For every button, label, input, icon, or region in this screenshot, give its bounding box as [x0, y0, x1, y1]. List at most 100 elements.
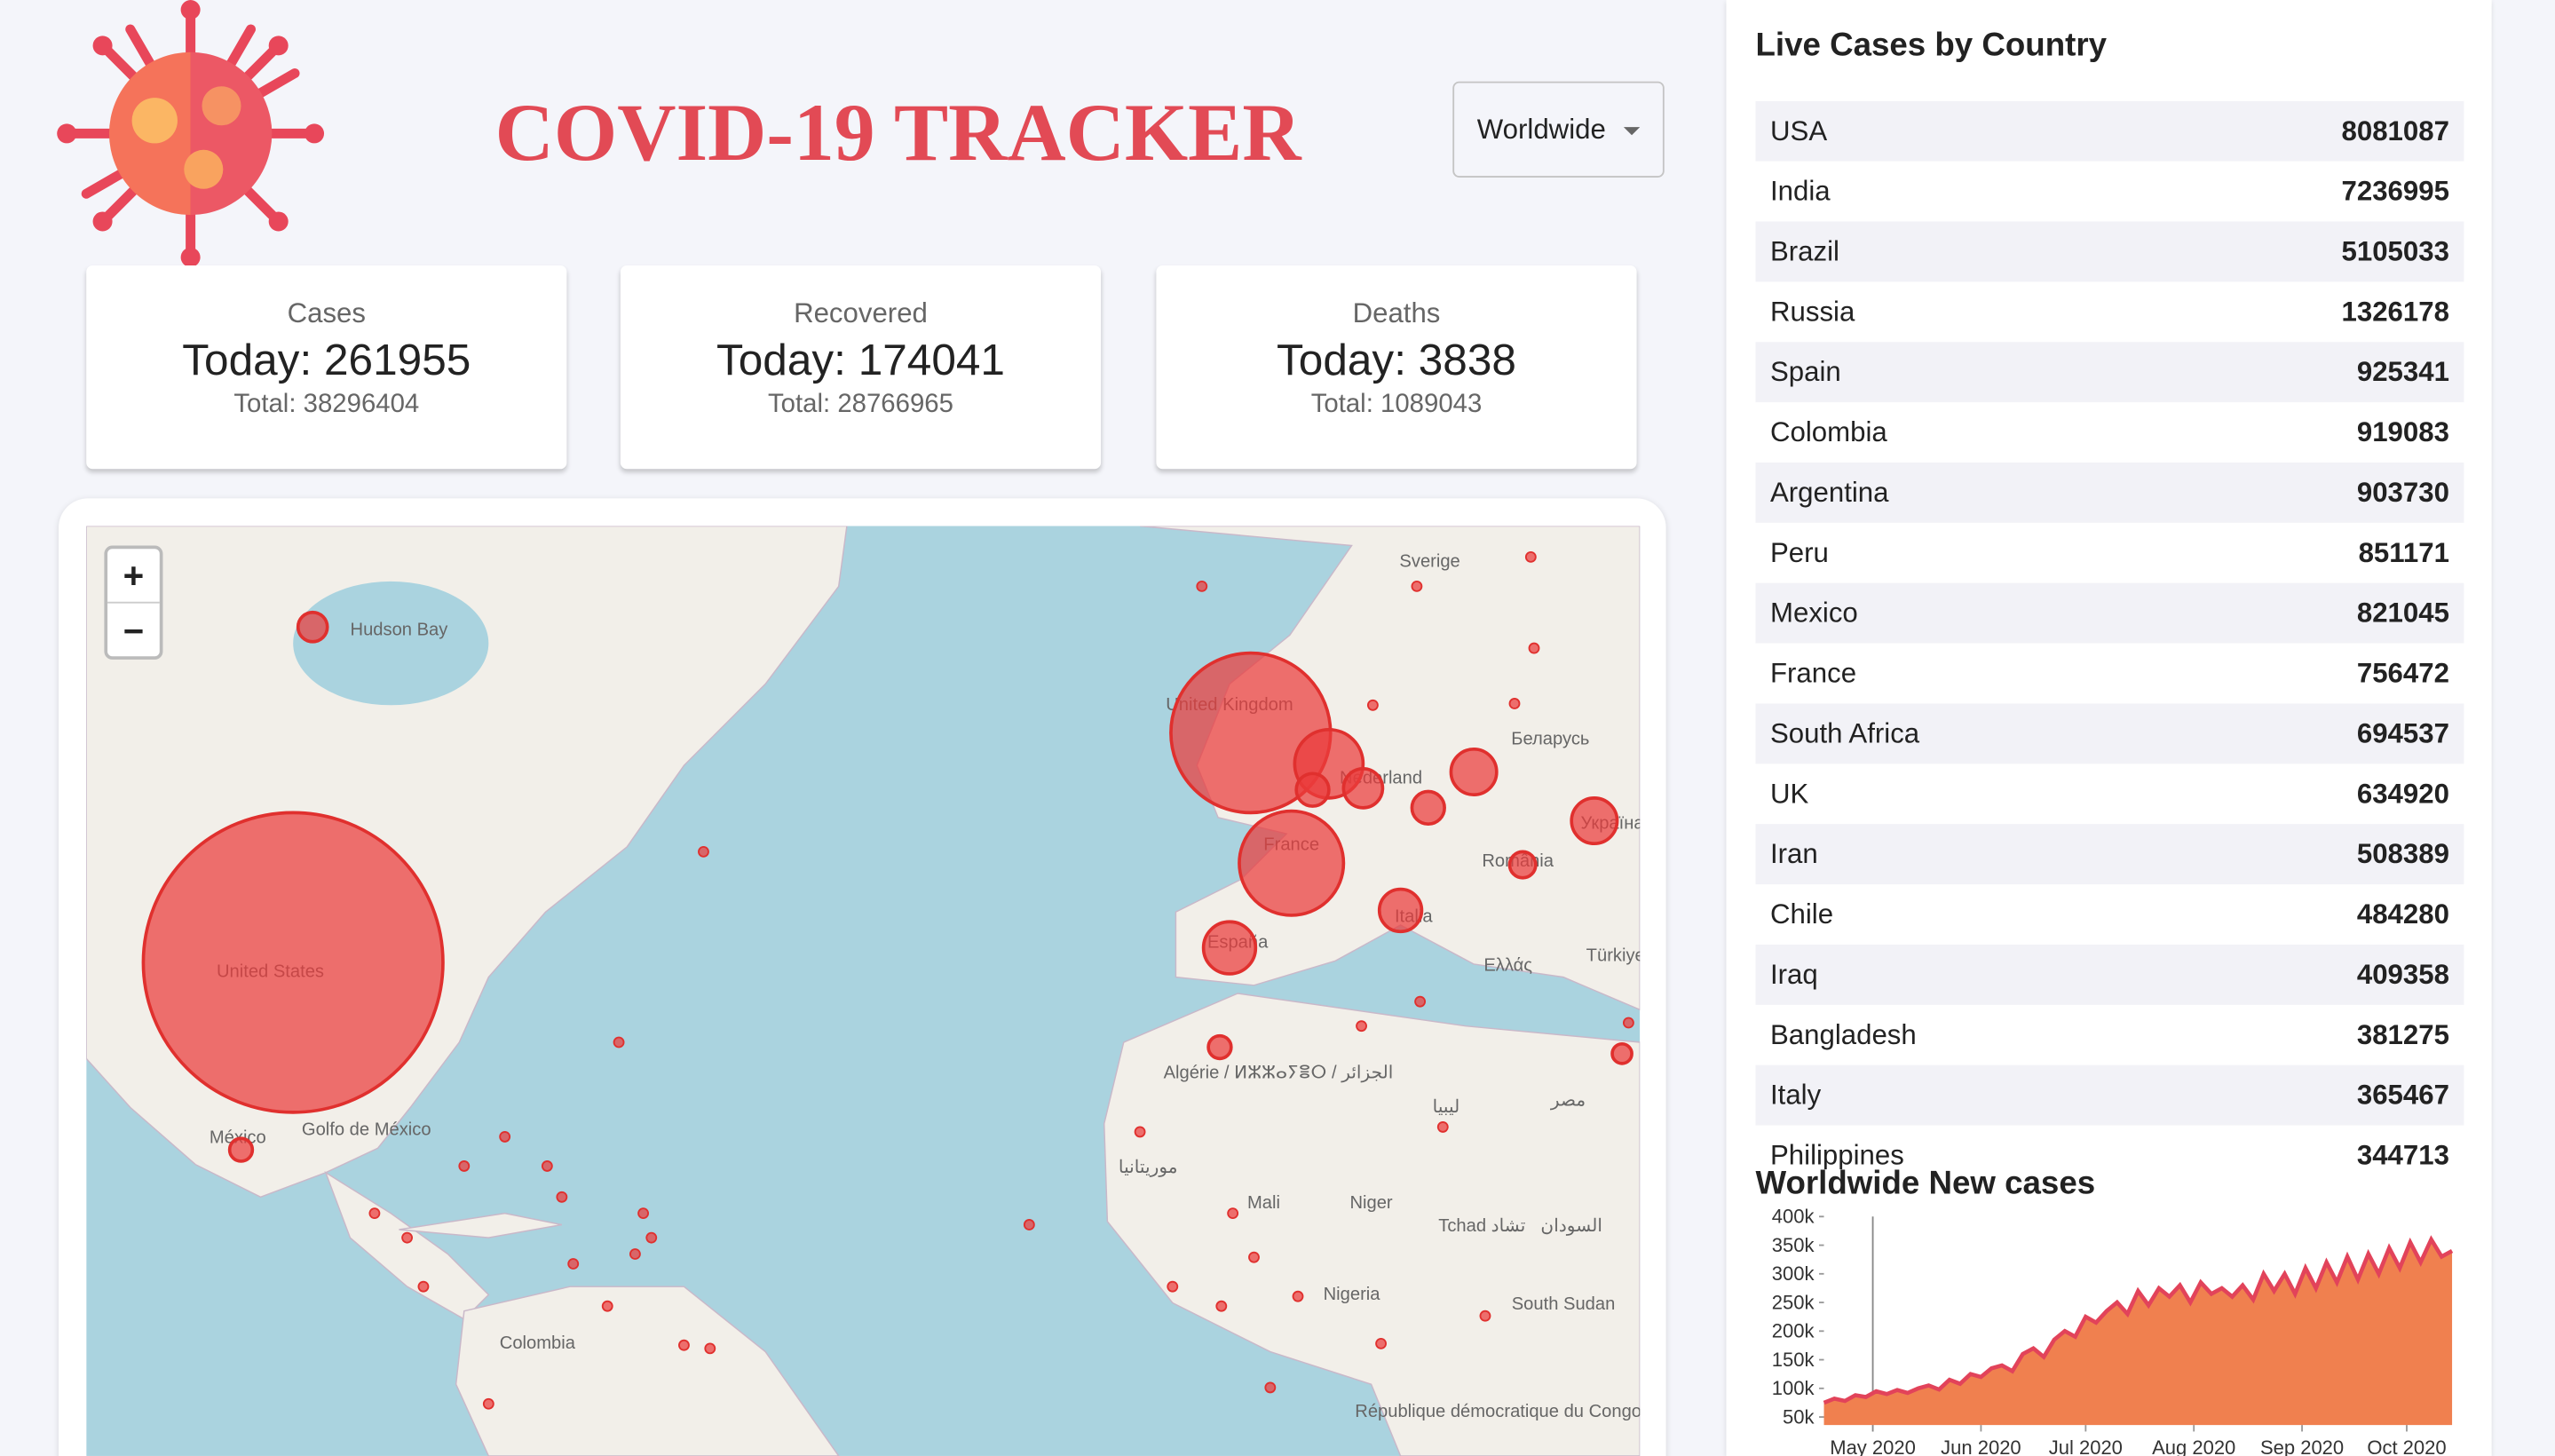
country-name: Bangladesh [1769, 1019, 1917, 1051]
case-circle [678, 1339, 690, 1351]
country-cases: 8081087 [2341, 115, 2449, 147]
y-tick-label: 200k [1772, 1320, 1815, 1342]
case-circle [541, 1160, 553, 1172]
y-tick-label: 150k [1772, 1349, 1815, 1371]
country-name: India [1769, 176, 1831, 207]
case-circle [1411, 580, 1423, 592]
country-cases: 381275 [2356, 1019, 2449, 1051]
stat-card[interactable]: Cases Today: 261955 Total: 38296404 [86, 265, 567, 470]
table-row: India 7236995 [1755, 162, 2464, 222]
today-prefix: Today: [182, 335, 312, 384]
country-name: USA [1769, 115, 1828, 147]
x-tick-label: Jun 2020 [1941, 1436, 2021, 1456]
stat-label: Cases [287, 297, 366, 329]
stat-total: Total: 28766965 [621, 391, 1101, 420]
stat-card[interactable]: Recovered Today: 174041 Total: 28766965 [620, 265, 1102, 470]
map[interactable]: Hudson BaySverigeUnited KingdomБеларусьN… [86, 526, 1641, 1456]
map-label: Niger [1349, 1193, 1392, 1213]
case-circle [1377, 887, 1424, 934]
country-cases: 365467 [2356, 1080, 2449, 1112]
case-circle [1227, 1207, 1239, 1220]
y-tick-label: 50k [1783, 1405, 1815, 1428]
case-circle [1570, 796, 1619, 846]
case-circle [458, 1160, 471, 1172]
y-tick-label: 400k [1772, 1206, 1815, 1228]
case-circle [1610, 1042, 1633, 1065]
stat-today: Today: 3838 [1156, 336, 1636, 386]
case-circle [482, 1397, 494, 1410]
country-name: Italy [1769, 1080, 1822, 1112]
country-name: Brazil [1769, 235, 1839, 267]
table-title: Live Cases by Country [1755, 28, 2108, 64]
today-prefix: Today: [716, 335, 846, 384]
map-label: ليبيا [1433, 1097, 1460, 1117]
today-prefix: Today: [1277, 335, 1406, 384]
case-circle [1134, 1126, 1146, 1138]
case-circle [417, 1280, 430, 1293]
country-cases: 1326178 [2341, 296, 2449, 328]
map-label: Colombia [500, 1333, 576, 1353]
country-name: Mexico [1769, 597, 1858, 629]
case-circle [567, 1258, 580, 1270]
map-label: République démocratique du Congo [1355, 1402, 1640, 1421]
country-name: Philippines [1769, 1140, 1904, 1170]
zoom-out[interactable]: − [123, 611, 145, 652]
total-prefix: Total: [233, 391, 297, 419]
table-row: Russia 1326178 [1755, 281, 2464, 342]
y-tick-label: 100k [1772, 1377, 1815, 1399]
map-label: Sverige [1399, 551, 1459, 571]
country-cases: 903730 [2356, 477, 2449, 509]
country-cases: 7236995 [2341, 176, 2449, 207]
country-cases: 344713 [2356, 1140, 2449, 1170]
country-name: Iran [1769, 838, 1818, 870]
case-circle [1414, 995, 1427, 1008]
region-select[interactable]: Worldwide [1452, 81, 1665, 178]
country-cases: 756472 [2356, 658, 2449, 689]
map-label: Nigeria [1324, 1285, 1381, 1304]
stat-label: Deaths [1352, 297, 1441, 329]
select-value: Worldwide [1476, 114, 1606, 146]
map-label: Türkiye [1586, 946, 1641, 965]
case-circle [368, 1207, 381, 1220]
case-circle [1622, 1017, 1634, 1029]
case-circle [1410, 789, 1446, 827]
map-label: Algérie / ⵍⵣⵣⴰⵢⴻⵔ / الجزائر [1164, 1063, 1394, 1082]
case-circle [1356, 1020, 1367, 1033]
map-label: Golfo de México [302, 1120, 431, 1140]
case-circle [296, 610, 329, 644]
case-circle [1196, 580, 1208, 592]
stat-total: Total: 1089043 [1156, 391, 1636, 420]
country-cases: 484280 [2356, 898, 2449, 930]
line [1823, 1235, 2454, 1405]
land [399, 1212, 563, 1238]
case-circle [629, 1248, 641, 1260]
case-circle [645, 1231, 658, 1244]
case-circle [1524, 550, 1537, 563]
map-label: Tchad تشاد [1438, 1216, 1525, 1236]
land [324, 1170, 490, 1320]
map-card: Hudson BaySverigeUnited KingdomБеларусьN… [59, 498, 1666, 1456]
x-tick-label: Jul 2020 [2049, 1436, 2123, 1456]
case-circle [1479, 1310, 1491, 1322]
country-cases: 851171 [2358, 537, 2449, 569]
table-row: USA 8081087 [1755, 100, 2464, 162]
table-row: UK 634920 [1755, 764, 2464, 824]
y-tick-label: 300k [1772, 1262, 1815, 1285]
x-tick-label: Sep 2020 [2260, 1436, 2344, 1456]
country-cases: 409358 [2356, 959, 2449, 991]
logo [57, 0, 325, 267]
country-table: USA 8081087 India 7236995 Brazil 5105033 Russi… [1755, 100, 2464, 1170]
zoom-in[interactable]: + [123, 555, 145, 596]
stat-card[interactable]: Deaths Today: 3838 Total: 1089043 [1156, 265, 1637, 470]
country-cases: 821045 [2356, 597, 2449, 629]
total-prefix: Total: [1310, 391, 1373, 419]
chart: 50k 100k 150k 200k 250k 300k 350k 400k May 2020 J… [1772, 1206, 2454, 1456]
case-circle [1201, 920, 1258, 976]
case-circle [499, 1130, 511, 1143]
case-circle [1023, 1219, 1035, 1230]
total-value: 38296404 [303, 391, 420, 419]
table-row: Chile 484280 [1755, 884, 2464, 945]
table-row: Iran 508389 [1755, 824, 2464, 885]
today-value: 261955 [324, 335, 471, 384]
table-row: Bangladesh 381275 [1755, 1005, 2464, 1065]
